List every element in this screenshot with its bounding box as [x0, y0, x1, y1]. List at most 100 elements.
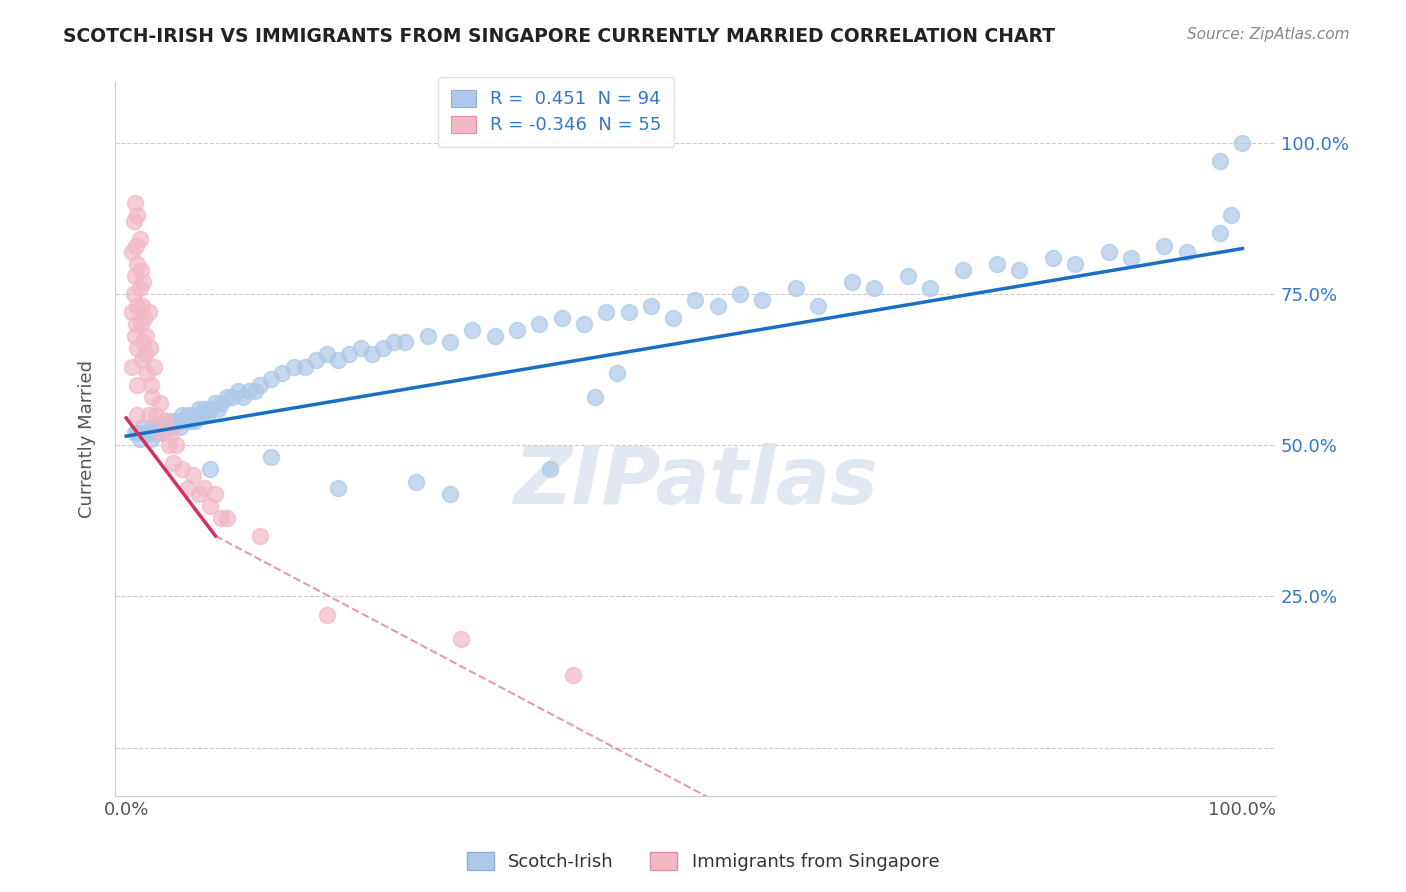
Point	[506, 323, 529, 337]
Point	[561, 668, 583, 682]
Point	[232, 390, 254, 404]
Point	[371, 342, 394, 356]
Point	[150, 426, 173, 441]
Point	[662, 311, 685, 326]
Point	[191, 408, 214, 422]
Point	[184, 414, 207, 428]
Point	[162, 420, 184, 434]
Point	[221, 390, 243, 404]
Point	[146, 426, 169, 441]
Point	[181, 408, 204, 422]
Point	[170, 408, 193, 422]
Point	[132, 311, 155, 326]
Point	[127, 342, 149, 356]
Point	[305, 353, 328, 368]
Point	[143, 359, 166, 374]
Text: SCOTCH-IRISH VS IMMIGRANTS FROM SINGAPORE CURRENTLY MARRIED CORRELATION CHART: SCOTCH-IRISH VS IMMIGRANTS FROM SINGAPOR…	[63, 27, 1056, 45]
Point	[243, 384, 266, 398]
Point	[122, 287, 145, 301]
Point	[187, 486, 209, 500]
Point	[294, 359, 316, 374]
Point	[127, 257, 149, 271]
Text: ZIPatlas: ZIPatlas	[513, 443, 877, 521]
Point	[1209, 227, 1232, 241]
Point	[204, 486, 226, 500]
Point	[160, 426, 183, 441]
Point	[617, 305, 640, 319]
Point	[124, 329, 146, 343]
Point	[249, 377, 271, 392]
Legend: R =  0.451  N = 94, R = -0.346  N = 55: R = 0.451 N = 94, R = -0.346 N = 55	[439, 77, 675, 147]
Point	[170, 462, 193, 476]
Point	[176, 408, 198, 422]
Point	[180, 414, 202, 428]
Point	[349, 342, 371, 356]
Y-axis label: Currently Married: Currently Married	[79, 360, 96, 518]
Point	[193, 481, 215, 495]
Point	[238, 384, 260, 398]
Point	[439, 335, 461, 350]
Point	[1097, 244, 1119, 259]
Point	[986, 257, 1008, 271]
Point	[606, 366, 628, 380]
Point	[138, 426, 160, 441]
Point	[127, 299, 149, 313]
Point	[135, 329, 157, 343]
Point	[138, 305, 160, 319]
Point	[897, 268, 920, 283]
Point	[260, 450, 283, 465]
Point	[394, 335, 416, 350]
Point	[169, 420, 191, 434]
Point	[198, 499, 221, 513]
Point	[952, 262, 974, 277]
Point	[125, 317, 148, 331]
Point	[707, 299, 730, 313]
Point	[215, 511, 238, 525]
Point	[1220, 208, 1243, 222]
Point	[141, 390, 163, 404]
Point	[550, 311, 572, 326]
Point	[165, 438, 187, 452]
Point	[439, 486, 461, 500]
Point	[150, 426, 173, 441]
Point	[316, 347, 339, 361]
Point	[640, 299, 662, 313]
Point	[157, 420, 180, 434]
Point	[204, 396, 226, 410]
Point	[572, 317, 595, 331]
Point	[176, 481, 198, 495]
Point	[195, 408, 218, 422]
Point	[160, 414, 183, 428]
Point	[328, 353, 350, 368]
Point	[583, 390, 606, 404]
Point	[162, 456, 184, 470]
Point	[728, 287, 751, 301]
Point	[125, 238, 148, 252]
Point	[121, 305, 143, 319]
Point	[198, 401, 221, 416]
Point	[128, 281, 150, 295]
Point	[165, 414, 187, 428]
Point	[1232, 136, 1254, 150]
Point	[484, 329, 506, 343]
Point	[283, 359, 305, 374]
Point	[207, 401, 229, 416]
Point	[226, 384, 249, 398]
Point	[135, 426, 157, 441]
Point	[128, 232, 150, 246]
Point	[1064, 257, 1087, 271]
Point	[461, 323, 484, 337]
Point	[1119, 251, 1142, 265]
Point	[1153, 238, 1175, 252]
Point	[155, 414, 177, 428]
Point	[149, 420, 172, 434]
Point	[155, 414, 177, 428]
Point	[139, 377, 162, 392]
Point	[529, 317, 551, 331]
Point	[138, 408, 160, 422]
Point	[187, 401, 209, 416]
Text: Source: ZipAtlas.com: Source: ZipAtlas.com	[1187, 27, 1350, 42]
Point	[807, 299, 830, 313]
Point	[271, 366, 294, 380]
Point	[339, 347, 361, 361]
